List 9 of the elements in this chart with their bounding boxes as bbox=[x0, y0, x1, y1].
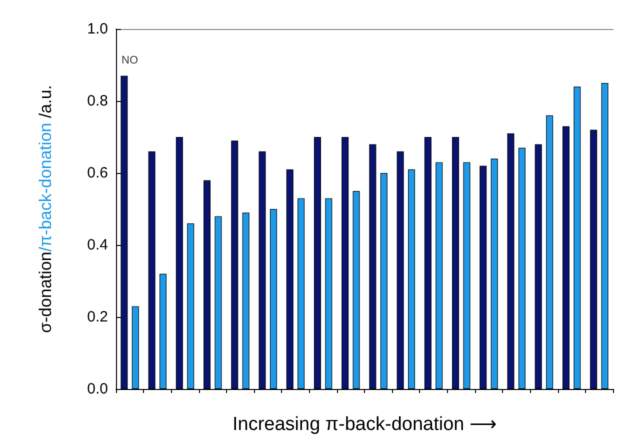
y-tick-label: 0.6 bbox=[87, 164, 108, 182]
x-axis-title: Increasing π-back-donation ⟶ bbox=[232, 414, 497, 435]
y-tick-label: 0.2 bbox=[87, 308, 108, 326]
y-tick-label: 0.0 bbox=[87, 380, 108, 398]
y-axis-title: σ-donation/π-back-donation /a.u. bbox=[36, 84, 55, 334]
y-tick-label: 0.8 bbox=[87, 92, 108, 110]
y-tick-label: 1.0 bbox=[87, 20, 108, 38]
y-tick-label: 0.4 bbox=[87, 236, 108, 254]
annotation: NO bbox=[122, 54, 138, 66]
